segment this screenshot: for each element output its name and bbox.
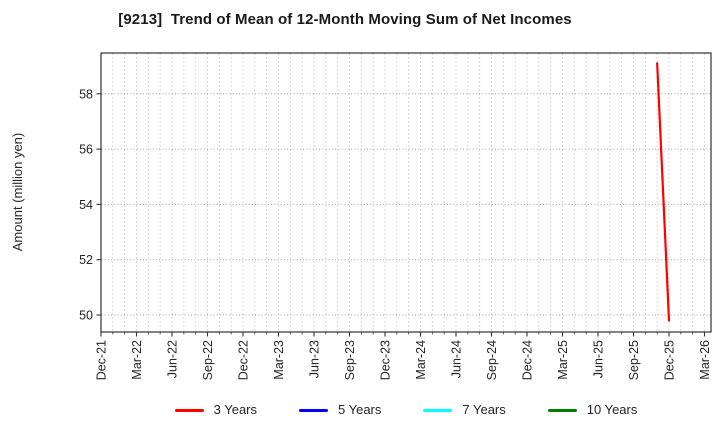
chart-title: [9213] Trend of Mean of 12-Month Moving … — [118, 11, 572, 28]
series-line-3-years — [656, 62, 671, 322]
legend-label-5-years: 5 Years — [338, 402, 382, 417]
x-tick-label: Dec-23 — [379, 340, 393, 380]
x-tick-label: Jun-22 — [166, 340, 180, 378]
legend-item-3-years: 3 Years — [174, 402, 257, 417]
y-tick-label: 56 — [79, 143, 93, 157]
x-tick-label: Dec-25 — [663, 340, 677, 380]
x-tick-label: Sep-24 — [485, 340, 499, 380]
x-tick-label: Jun-23 — [308, 340, 322, 378]
legend-label-7-years: 7 Years — [462, 402, 506, 417]
legend-swatch-10-years — [547, 408, 577, 412]
x-tick-label: Mar-24 — [414, 340, 428, 380]
chart-plot-area: Dec-21 Mar-22 Jun-22 Sep-22 Dec-22 Mar-23 Jun-… — [79, 52, 712, 380]
legend-swatch-5-years — [299, 408, 328, 412]
y-tick-label: 54 — [79, 198, 93, 212]
x-tick-label: Jun-25 — [592, 340, 606, 378]
legend-swatch-7-years — [423, 408, 453, 412]
x-tick-label: Mar-26 — [698, 340, 712, 380]
legend-item-7-years: 7 Years — [423, 402, 506, 417]
y-tick-label: 52 — [79, 253, 93, 267]
y-tick-label: 50 — [79, 309, 93, 323]
x-tick-label: Sep-23 — [343, 340, 357, 380]
x-tick-label: Mar-22 — [130, 340, 144, 380]
axes-border — [100, 52, 712, 333]
x-tick-label: Dec-24 — [521, 340, 535, 380]
chart-legend: 3 Years 5 Years 7 Years 10 Years — [101, 403, 711, 417]
x-tick-label: Dec-22 — [237, 340, 251, 380]
x-tick-label: Sep-22 — [201, 340, 215, 380]
x-tick-label: Sep-25 — [627, 340, 641, 380]
legend-item-5-years: 5 Years — [299, 403, 381, 417]
legend-label-10-years: 10 Years — [586, 402, 638, 417]
x-tick-label: Dec-21 — [95, 340, 109, 380]
y-tick-label: 58 — [79, 87, 93, 101]
legend-swatch-3-years — [174, 408, 204, 412]
x-tick-label: Jun-24 — [450, 340, 464, 378]
legend-item-10-years: 10 Years — [547, 402, 638, 417]
x-tick-label: Mar-23 — [272, 340, 286, 380]
legend-label-3-years: 3 Years — [213, 402, 257, 417]
x-tick-label: Mar-25 — [556, 340, 570, 380]
